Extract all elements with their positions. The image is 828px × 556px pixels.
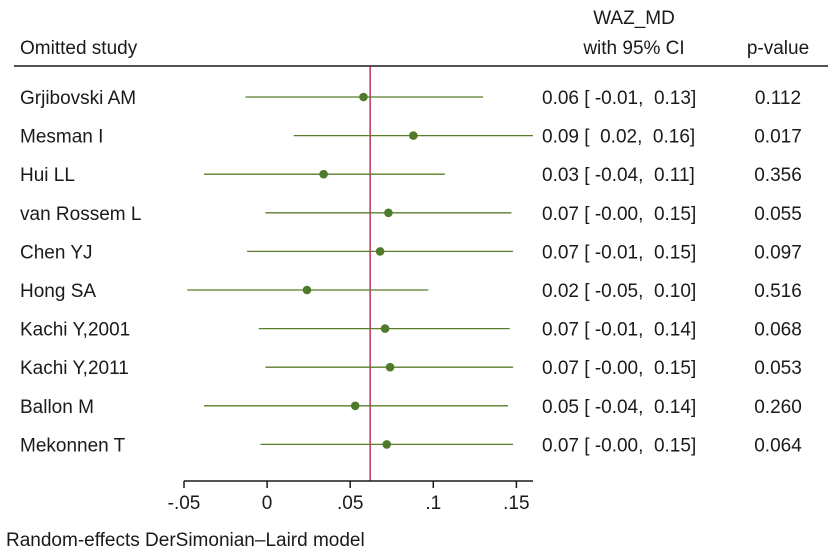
study-row: Ballon M 0.05 [ -0.04, 0.14] 0.260 bbox=[20, 397, 802, 418]
point-estimate bbox=[380, 324, 390, 333]
effect-ci-text: 0.02 [ -0.05, 0.10] bbox=[542, 281, 696, 302]
x-tick-label: -.05 bbox=[168, 493, 201, 514]
effect-ci-text: 0.07 [ -0.00, 0.15] bbox=[542, 204, 696, 225]
point-estimate bbox=[302, 285, 312, 295]
study-label: Mesman I bbox=[20, 127, 103, 148]
study-row: Mesman I 0.09 [ 0.02, 0.16] 0.017 bbox=[20, 127, 802, 148]
study-row: Hui LL 0.03 [ -0.04, 0.11] 0.356 bbox=[20, 165, 802, 186]
x-tick-label: 0 bbox=[262, 493, 273, 514]
effect-ci-text: 0.07 [ -0.00, 0.15] bbox=[542, 435, 696, 456]
model-footnote: Random-effects DerSimonian–Laird model bbox=[6, 530, 365, 551]
study-label: Mekonnen T bbox=[20, 435, 126, 456]
study-row: Chen YJ 0.07 [ -0.01, 0.15] 0.097 bbox=[20, 242, 802, 263]
p-value-text: 0.516 bbox=[754, 281, 802, 302]
point-estimate bbox=[375, 247, 385, 256]
study-rows: Grjibovski AM 0.06 [ -0.01, 0.13] 0.112 Mes… bbox=[20, 88, 802, 456]
p-value-text: 0.097 bbox=[754, 242, 802, 263]
x-tick-label: .15 bbox=[503, 493, 529, 514]
study-row: Mekonnen T 0.07 [ -0.00, 0.15] 0.064 bbox=[20, 435, 802, 456]
study-row: van Rossem L 0.07 [ -0.00, 0.15] 0.055 bbox=[20, 204, 802, 225]
effect-ci-text: 0.07 [ -0.01, 0.14] bbox=[542, 320, 696, 341]
study-row: Kachi Y,2001 0.07 [ -0.01, 0.14] 0.068 bbox=[20, 320, 802, 341]
study-label: Kachi Y,2011 bbox=[20, 358, 129, 379]
study-label: van Rossem L bbox=[20, 204, 141, 225]
point-estimate bbox=[382, 440, 392, 449]
p-value-text: 0.055 bbox=[754, 204, 802, 225]
header-effect-col-line1: WAZ_MD bbox=[593, 8, 675, 29]
point-estimate bbox=[385, 362, 395, 372]
header-study-col: Omitted study bbox=[20, 38, 138, 59]
point-estimate bbox=[319, 169, 328, 179]
p-value-text: 0.064 bbox=[754, 435, 802, 456]
study-label: Hong SA bbox=[20, 281, 96, 302]
point-estimate bbox=[350, 401, 360, 411]
p-value-text: 0.068 bbox=[754, 320, 802, 341]
study-label: Ballon M bbox=[20, 397, 94, 418]
p-value-text: 0.356 bbox=[754, 165, 802, 186]
p-value-text: 0.017 bbox=[754, 127, 802, 148]
point-estimate bbox=[359, 92, 368, 102]
p-value-text: 0.053 bbox=[754, 358, 802, 379]
x-axis: -.05 0 .05 .1 .15 bbox=[168, 480, 533, 514]
effect-ci-text: 0.03 [ -0.04, 0.11] bbox=[542, 165, 695, 186]
header-p-col: p-value bbox=[747, 38, 809, 59]
point-estimate bbox=[384, 208, 393, 218]
effect-ci-text: 0.06 [ -0.01, 0.13] bbox=[542, 88, 696, 109]
effect-ci-text: 0.05 [ -0.04, 0.14] bbox=[542, 397, 696, 418]
x-tick-label: .1 bbox=[425, 493, 441, 514]
p-value-text: 0.112 bbox=[755, 88, 801, 109]
header-effect-col-line2: with 95% CI bbox=[582, 38, 684, 59]
study-label: Chen YJ bbox=[20, 242, 93, 263]
study-row: Hong SA 0.02 [ -0.05, 0.10] 0.516 bbox=[20, 281, 802, 302]
effect-ci-text: 0.07 [ -0.01, 0.15] bbox=[542, 242, 696, 263]
point-estimate bbox=[409, 131, 418, 140]
study-label: Kachi Y,2001 bbox=[20, 320, 130, 341]
p-value-text: 0.260 bbox=[754, 397, 802, 418]
effect-ci-text: 0.07 [ -0.00, 0.15] bbox=[542, 358, 696, 379]
study-label: Hui LL bbox=[20, 165, 75, 186]
effect-ci-text: 0.09 [ 0.02, 0.16] bbox=[542, 127, 695, 148]
study-label: Grjibovski AM bbox=[20, 88, 136, 109]
study-row: Kachi Y,2011 0.07 [ -0.00, 0.15] 0.053 bbox=[20, 358, 802, 379]
x-tick-label: .05 bbox=[337, 493, 363, 514]
study-row: Grjibovski AM 0.06 [ -0.01, 0.13] 0.112 bbox=[20, 88, 801, 109]
